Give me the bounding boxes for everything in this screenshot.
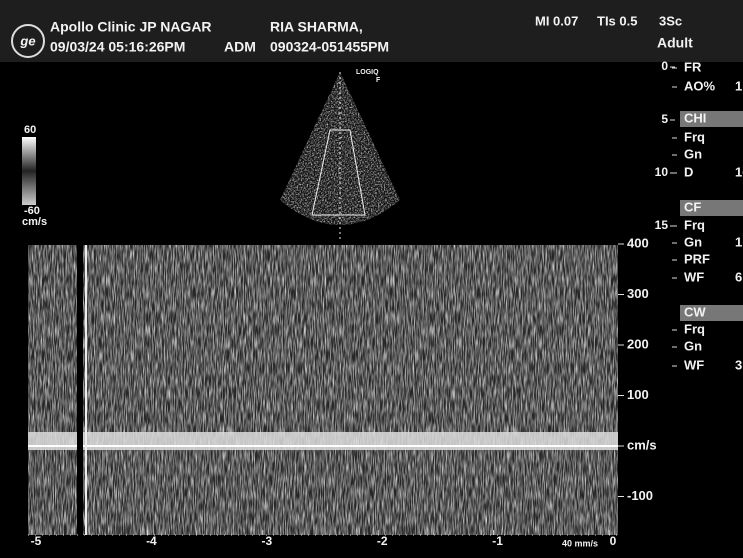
date-time: 09/03/24 05:16:26PM [50,39,185,55]
param-label: D [684,164,693,179]
velocity-tick-label: 300 [627,286,649,301]
velocity-tick-label: 100 [627,387,649,402]
depth-tick-label: 10 [655,165,669,179]
time-tick-label: 0 [610,534,617,548]
velocity-tick-label: -100 [627,488,653,503]
param-label: WF [684,357,704,372]
spectrum-noise [28,245,618,535]
param-label: AO% [684,78,716,93]
param-value: 16 [735,164,743,179]
sweep-gap [77,245,83,535]
time-tick-label: -5 [31,534,42,548]
probe-logo: LOGIQ [356,69,379,76]
depth-tick-label: 15 [655,218,669,232]
ge-logo-text: ge [19,33,35,48]
operator: ADM [224,39,256,55]
thermal-index: TIs 0.5 [597,13,637,28]
time-tick-label: -1 [492,534,503,548]
depth-tick-label: 0 [661,59,668,73]
time-tick-label: -2 [377,534,388,548]
preset: Adult [657,35,693,51]
section-title: CF [684,199,701,214]
param-label: Frq [684,217,705,232]
clinic-name: Apollo Clinic JP NAGAR [50,19,212,35]
time-tick-label: -3 [261,534,272,548]
velocity-unit: cm/s [627,437,657,452]
param-value: 1 [735,234,742,249]
exam-id: 090324-051455PM [270,39,389,55]
color-bar-unit: cm/s [22,216,47,228]
probe-model: F [376,77,381,84]
ultrasound-screen: ge Apollo Clinic JP NAGAR 09/03/24 05:16:… [0,0,743,558]
param-value: 3 [735,357,742,372]
sweep-speed: 40 mm/s [562,538,598,548]
param-value: 1 [735,78,742,93]
param-label: WF [684,269,704,284]
param-label: Gn [684,234,702,249]
probe: 3Sc [659,13,682,28]
velocity-tick-label: 200 [627,336,649,351]
patient-name: RIA SHARMA, [270,19,363,35]
param-value: 6 [735,269,742,284]
mechanical-index: MI 0.07 [535,13,578,28]
param-label: Gn [684,338,702,353]
spectrum-baseline-band [28,432,618,450]
param-label: Gn [684,146,702,161]
color-bar-max: 60 [24,124,36,136]
page: ge Apollo Clinic JP NAGAR 09/03/24 05:16:… [0,0,743,558]
color-bar [22,137,36,205]
section-title: CHI [684,110,706,125]
param-label: FR [684,59,702,74]
velocity-tick-label: 400 [627,235,649,250]
param-label: Frq [684,129,705,144]
depth-tick-label: 5 [661,112,668,126]
section-title: CW [684,304,706,319]
param-label: PRF [684,251,710,266]
time-tick-label: -4 [146,534,157,548]
param-label: Frq [684,321,705,336]
